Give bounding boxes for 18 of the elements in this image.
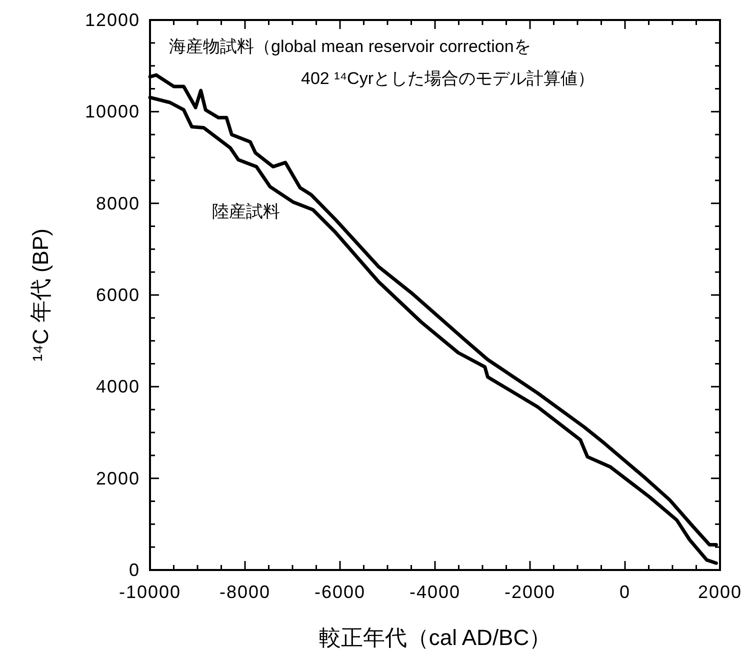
y-tick-label: 12000	[84, 10, 140, 30]
y-tick-label: 10000	[84, 102, 140, 122]
y-tick-label: 8000	[96, 193, 140, 214]
x-tick-label: -6000	[314, 582, 366, 602]
y-tick-label: 6000	[96, 285, 140, 305]
series-label: 陸産試料	[212, 202, 280, 222]
x-axis-title: 較正年代（cal AD/BC）	[318, 625, 552, 650]
x-tick-label: 2000	[698, 582, 742, 602]
y-tick-label: 0	[128, 560, 140, 580]
y-tick-label: 4000	[96, 376, 140, 397]
x-tick-label: -10000	[118, 582, 182, 602]
legend-label: 海産物試料（global mean reservoir correctionを 402 ¹⁴Cyrとした場合のモデル計算値）	[169, 37, 594, 88]
x-tick-label: -8000	[219, 582, 271, 602]
y-axis-title: ¹⁴C 年代 (BP)	[28, 228, 53, 362]
x-tick-label: 0	[619, 582, 631, 602]
x-tick-label: -2000	[504, 582, 556, 602]
x-tick-label: -4000	[409, 582, 461, 602]
y-tick-label: 2000	[96, 468, 140, 488]
